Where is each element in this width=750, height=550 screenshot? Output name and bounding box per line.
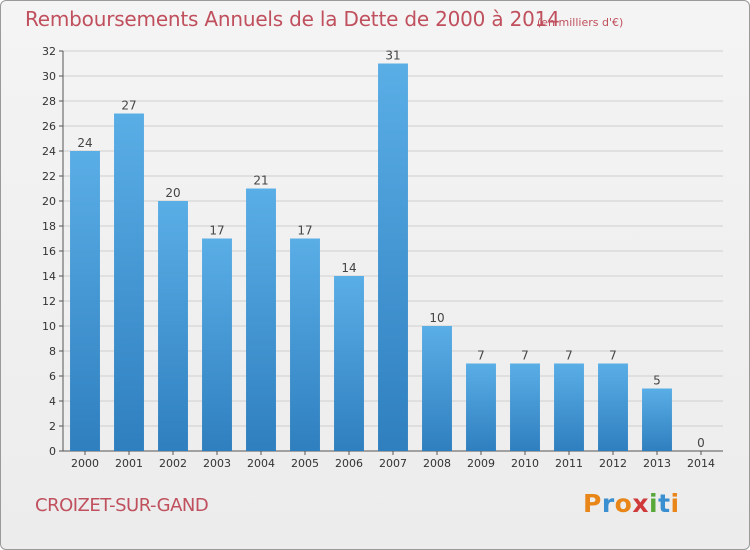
- bar-2008: [422, 326, 452, 451]
- y-tick-label: 16: [42, 245, 56, 258]
- value-label-2011: 7: [565, 349, 573, 363]
- x-tick-label-2008: 2008: [423, 457, 451, 470]
- y-tick-label: 18: [42, 220, 56, 233]
- bars: [70, 63, 672, 451]
- x-tick-label-2009: 2009: [467, 457, 495, 470]
- chart-subtitle: (en milliers d'€): [537, 16, 624, 29]
- logo-letter: P: [583, 489, 602, 518]
- x-tick-label-2003: 2003: [203, 457, 231, 470]
- bar-2001: [114, 113, 144, 451]
- bar-2002: [158, 201, 188, 451]
- bar-2012: [598, 363, 628, 451]
- value-label-2003: 17: [209, 224, 224, 238]
- x-tick-label-2000: 2000: [71, 457, 99, 470]
- value-label-2005: 17: [297, 224, 312, 238]
- value-label-2004: 21: [253, 174, 268, 188]
- value-label-2006: 14: [341, 261, 356, 275]
- logo-letter: x: [632, 489, 649, 518]
- chart-title: Remboursements Annuels de la Dette de 20…: [25, 7, 560, 31]
- logo-letter: o: [614, 489, 633, 518]
- bar-2009: [466, 363, 496, 451]
- y-tick-label: 2: [49, 420, 56, 433]
- value-label-2014: 0: [697, 436, 705, 450]
- x-tick-label-2001: 2001: [115, 457, 143, 470]
- value-label-2001: 27: [121, 99, 136, 113]
- logo-letter: r: [601, 489, 615, 518]
- value-label-2012: 7: [609, 349, 617, 363]
- y-tick-label: 28: [42, 95, 56, 108]
- bar-2005: [290, 238, 320, 451]
- y-tick-label: 4: [49, 395, 56, 408]
- y-tick-label: 6: [49, 370, 56, 383]
- value-label-2008: 10: [429, 311, 444, 325]
- bar-2007: [378, 63, 408, 451]
- y-tick-label: 32: [42, 45, 56, 58]
- y-tick-label: 0: [49, 445, 56, 458]
- x-tick-label-2011: 2011: [555, 457, 583, 470]
- bar-2006: [334, 276, 364, 451]
- logo-letter: i: [670, 489, 680, 518]
- labels: 24 27 20 17 21 17 14 31 10 7 7 7 7 5 0: [77, 49, 704, 451]
- y-tick-label: 14: [42, 270, 56, 283]
- bar-2004: [246, 188, 276, 451]
- value-label-2009: 7: [477, 349, 485, 363]
- y-tick-label: 26: [42, 120, 56, 133]
- y-tick-label: 8: [49, 345, 56, 358]
- bar-2000: [70, 151, 100, 451]
- x-tick-label-2012: 2012: [599, 457, 627, 470]
- logo-letter: t: [658, 489, 671, 518]
- x-tick-label-2013: 2013: [643, 457, 671, 470]
- x-tick-label-2010: 2010: [511, 457, 539, 470]
- commune-name: CROIZET-SUR-GAND: [35, 495, 209, 516]
- x-tick-label-2004: 2004: [247, 457, 275, 470]
- y-tick-label: 22: [42, 170, 56, 183]
- bar-2013: [642, 388, 672, 451]
- x-tick-label-2007: 2007: [379, 457, 407, 470]
- bar-2011: [554, 363, 584, 451]
- y-tick-label: 12: [42, 295, 56, 308]
- y-tick-label: 24: [42, 145, 56, 158]
- value-label-2007: 31: [385, 49, 400, 63]
- proxiti-logo: Proxiti: [583, 489, 680, 518]
- y-tick-label: 10: [42, 320, 56, 333]
- x-tick-label-2002: 2002: [159, 457, 187, 470]
- y-tick-label: 20: [42, 195, 56, 208]
- x-tick-label-2014: 2014: [687, 457, 715, 470]
- x-tick-label-2005: 2005: [291, 457, 319, 470]
- y-tick-label: 30: [42, 70, 56, 83]
- value-label-2010: 7: [521, 349, 529, 363]
- value-label-2000: 24: [77, 136, 92, 150]
- value-label-2002: 20: [165, 186, 180, 200]
- x-tick-label-2006: 2006: [335, 457, 363, 470]
- logo-letter: i: [649, 489, 659, 518]
- bar-2010: [510, 363, 540, 451]
- value-label-2013: 5: [653, 374, 661, 388]
- bar-2003: [202, 238, 232, 451]
